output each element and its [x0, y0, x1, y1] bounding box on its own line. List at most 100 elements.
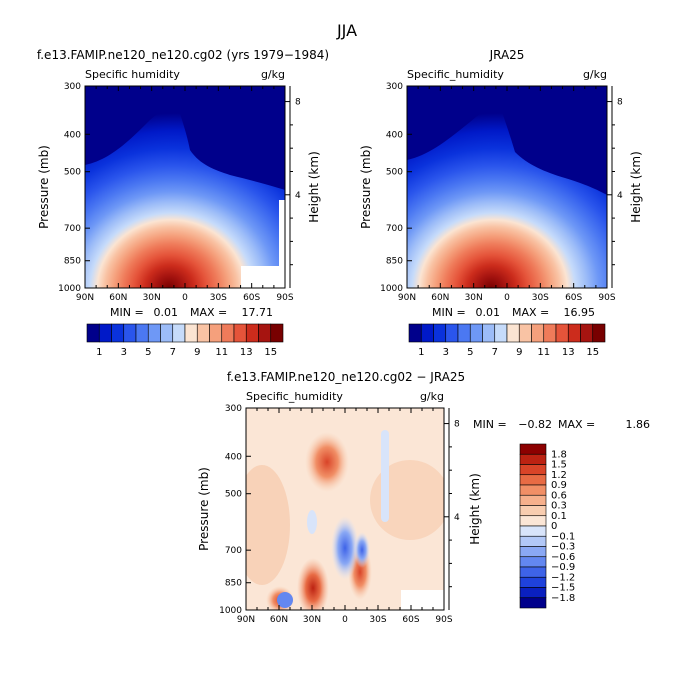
y-tick-label: 850	[386, 257, 403, 267]
panel-model: f.e13.FAMIP.ne120_ne120.cg02 (yrs 1979−1…	[37, 48, 329, 358]
panel-difference-column-negative	[381, 430, 389, 522]
panel-difference-y2label: Height (km)	[468, 473, 482, 544]
x-tick-label: 90N	[76, 293, 94, 303]
x-tick-label: 30S	[532, 293, 549, 303]
y-tick-label: 700	[225, 546, 242, 556]
colorbar-swatch	[519, 464, 547, 476]
panel-difference-surface-negative	[277, 592, 293, 608]
colorbar-swatch	[519, 546, 547, 558]
panel-model-title: f.e13.FAMIP.ne120_ne120.cg02 (yrs 1979−1…	[37, 48, 329, 62]
panel-difference-title: f.e13.FAMIP.ne120_ne120.cg02 − JRA25	[227, 370, 465, 384]
colorbar-swatch	[408, 323, 422, 343]
panel-reanalysis-ylabel: Pressure (mb)	[359, 145, 373, 229]
colorbar-label: 5	[145, 347, 151, 358]
panel-reanalysis-max-label: MAX =	[512, 306, 549, 319]
colorbar-swatch	[420, 323, 434, 343]
y2-tick-label: 8	[617, 98, 623, 108]
y2-tick-label: 4	[295, 191, 301, 201]
panel-difference-ylabel: Pressure (mb)	[197, 467, 211, 551]
colorbar-swatch	[519, 535, 547, 547]
colorbar-label: 9	[516, 347, 522, 358]
y-tick-label: 300	[64, 82, 81, 92]
colorbar-swatch	[518, 323, 532, 343]
x-tick-label: 60N	[270, 615, 288, 625]
panel-reanalysis-y2label: Height (km)	[629, 151, 643, 222]
panel-difference-min-label: MIN =	[473, 418, 507, 431]
colorbar-label: 0.9	[551, 480, 567, 491]
colorbar-label: 13	[240, 347, 253, 358]
colorbar-swatch	[519, 494, 547, 506]
colorbar-label: 1.5	[551, 460, 567, 471]
colorbar-swatch	[555, 323, 569, 343]
panel-reanalysis-title: JRA25	[489, 48, 525, 62]
x-tick-label: 30S	[210, 293, 227, 303]
colorbar-swatch	[221, 323, 235, 343]
y-tick-label: 500	[64, 168, 81, 178]
colorbar-swatch	[245, 323, 259, 343]
colorbar-swatch	[111, 323, 125, 343]
panel-model-missing-data	[241, 266, 285, 288]
colorbar-swatch	[519, 576, 547, 588]
colorbar-swatch	[519, 566, 547, 578]
colorbar-swatch	[160, 323, 174, 343]
panel-reanalysis-axes: 90N 60N 30N 0 30S 60S 90S 300 400 500 700 850 1000 8 4	[380, 82, 623, 303]
panel-difference-max-label: MAX =	[558, 418, 595, 431]
colorbar-swatch	[519, 525, 547, 537]
panel-model-y2label: Height (km)	[307, 151, 321, 222]
panel-difference: f.e13.FAMIP.ne120_ne120.cg02 − JRA25 Spe…	[197, 370, 650, 625]
colorbar-swatch	[469, 323, 483, 343]
colorbar-label: 7	[492, 347, 498, 358]
x-tick-label: 30N	[303, 615, 321, 625]
panel-difference-colorbar: 1.81.51.20.90.60.30.10−0.1−0.3−0.6−0.9−1…	[519, 443, 575, 609]
colorbar-label: 0.1	[551, 511, 567, 522]
colorbar-label: 3	[443, 347, 449, 358]
colorbar-swatch	[567, 323, 581, 343]
x-tick-label: 0	[504, 293, 510, 303]
colorbar-swatch	[86, 323, 100, 343]
colorbar-swatch	[519, 597, 547, 609]
y-tick-label: 700	[386, 224, 403, 234]
colorbar-label: −1.5	[551, 583, 575, 594]
panel-reanalysis-variable: Specific_humidity	[407, 68, 504, 81]
colorbar-swatch	[457, 323, 471, 343]
colorbar-swatch	[258, 323, 272, 343]
x-tick-label: 60S	[243, 293, 260, 303]
panel-difference-missing-data	[401, 590, 444, 610]
panel-model-variable: Specific humidity	[85, 68, 180, 81]
y2-tick-label: 8	[295, 98, 301, 108]
panel-reanalysis-min-label: MIN =	[432, 306, 466, 319]
x-tick-label: 30N	[143, 293, 161, 303]
colorbar-swatch	[433, 323, 447, 343]
colorbar-label: 0.3	[551, 501, 567, 512]
colorbar-swatch	[482, 323, 496, 343]
panel-reanalysis-humidity-field	[407, 100, 607, 288]
x-tick-label: 30S	[369, 615, 386, 625]
x-tick-label: 30N	[465, 293, 483, 303]
panel-model-axes: 90N 60N 30N 0 30S 60S 90S 300 400 500 700 850 1000 8 4	[58, 82, 301, 303]
colorbar-swatch	[172, 323, 186, 343]
colorbar-swatch	[580, 323, 594, 343]
y-tick-label: 400	[225, 452, 242, 462]
colorbar-swatch	[506, 323, 520, 343]
panel-model-colorbar: 1 3 5 7 9 11 13 15	[86, 323, 284, 358]
y-tick-label: 500	[386, 168, 403, 178]
panel-difference-equator-negative	[331, 516, 359, 580]
y-tick-label: 850	[225, 579, 242, 589]
colorbar-swatch	[445, 323, 459, 343]
x-tick-label: 90N	[398, 293, 416, 303]
colorbar-label: −1.2	[551, 572, 575, 583]
panel-difference-left-negative	[307, 510, 317, 534]
colorbar-label: 13	[562, 347, 575, 358]
colorbar-swatch	[123, 323, 137, 343]
colorbar-swatch	[519, 587, 547, 599]
panel-model-max-value: 17.71	[242, 306, 274, 319]
panel-model-missing-strip	[279, 200, 285, 266]
panel-model-units: g/kg	[261, 68, 285, 81]
x-tick-label: 60S	[565, 293, 582, 303]
x-tick-label: 90S	[276, 293, 293, 303]
panel-model-max-label: MAX =	[190, 306, 227, 319]
colorbar-swatch	[531, 323, 545, 343]
panel-difference-mid-positive	[246, 465, 290, 585]
colorbar-swatch	[196, 323, 210, 343]
x-tick-label: 60N	[431, 293, 449, 303]
